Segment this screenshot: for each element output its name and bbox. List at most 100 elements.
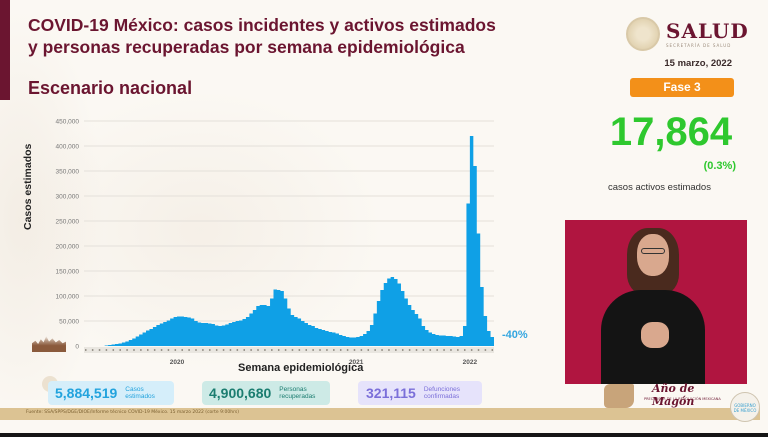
stat-value: 5,884,519 — [55, 385, 118, 401]
y-tick-label: 50,000 — [59, 319, 79, 326]
week-tick — [443, 349, 445, 351]
week-tick — [333, 349, 335, 351]
week-tick — [429, 349, 432, 351]
week-tick — [147, 349, 149, 351]
y-tick-label: 450,000 — [56, 119, 80, 126]
year-label: 2020 — [170, 359, 185, 366]
title-line-1: COVID-19 México: casos incidentes y acti… — [28, 15, 496, 35]
stat-label: Personas recuperadas — [279, 386, 316, 400]
week-tick — [415, 349, 418, 351]
week-tick — [277, 349, 280, 351]
logo-subtitle: SECRETARÍA DE SALUD — [666, 42, 732, 48]
week-tick — [209, 349, 211, 351]
y-tick-label: 0 — [75, 344, 79, 351]
stat-casos-estimados: 5,884,519 Casos estimados — [48, 381, 174, 405]
week-tick — [98, 349, 101, 351]
week-tick — [367, 349, 370, 351]
salud-logo: SALUD SECRETARÍA DE SALUD — [626, 17, 749, 51]
active-cases-percent: (0.3%) — [703, 160, 736, 172]
interpreter-face — [637, 234, 669, 276]
week-tick — [450, 349, 452, 351]
week-tick — [298, 349, 301, 351]
week-tick — [188, 349, 190, 351]
week-tick — [91, 349, 94, 351]
phase-badge: Fase 3 — [630, 78, 734, 97]
magon-title: Año de Magón — [652, 382, 695, 408]
y-tick-label: 400,000 — [56, 144, 80, 151]
week-tick — [470, 349, 473, 351]
week-tick — [181, 349, 183, 351]
active-cases-label: casos activos estimados — [608, 182, 711, 193]
week-tick — [401, 349, 404, 351]
week-tick — [436, 349, 438, 351]
sign-language-interpreter-video — [565, 220, 747, 384]
y-tick-label: 100,000 — [56, 294, 80, 301]
week-tick — [395, 349, 397, 351]
cases-bars — [84, 136, 494, 346]
stat-defunciones-confirmadas: 321,115 Defunciones confirmadas — [358, 381, 482, 405]
stat-label: Defunciones confirmadas — [423, 386, 460, 400]
week-tick — [305, 349, 308, 351]
week-tick — [236, 349, 239, 351]
week-tick — [484, 349, 487, 351]
bottom-edge — [0, 433, 768, 437]
week-tick — [284, 349, 287, 351]
week-tick — [202, 349, 204, 351]
week-tick — [422, 349, 425, 351]
week-tick — [126, 349, 128, 351]
week-tick — [491, 349, 494, 351]
magon-portrait-icon — [604, 384, 634, 408]
week-tick — [222, 349, 225, 351]
stat-value: 4,900,680 — [209, 385, 272, 401]
week-tick — [319, 349, 321, 351]
gobierno-mexico-seal: GOBIERNO DE MÉXICO — [730, 392, 760, 422]
y-tick-label: 200,000 — [56, 244, 80, 251]
week-tick — [140, 349, 142, 351]
week-tick — [257, 349, 259, 351]
week-tick — [463, 349, 466, 351]
week-tick — [291, 349, 294, 351]
week-tick — [271, 349, 273, 351]
week-tick — [215, 349, 218, 351]
x-axis-label: Semana epidemiológica — [238, 362, 364, 374]
active-cases-value: 17,864 — [609, 110, 733, 154]
y-tick-label: 250,000 — [56, 219, 80, 226]
page-title: COVID-19 México: casos incidentes y acti… — [28, 14, 588, 58]
week-tick — [264, 349, 266, 351]
week-tick — [105, 349, 108, 351]
week-tick — [85, 349, 87, 351]
y-tick-label: 150,000 — [56, 269, 80, 276]
change-percent: -40% — [502, 329, 528, 341]
week-tick-strip — [84, 347, 494, 353]
title-line-2: y personas recuperadas por semana epidem… — [28, 37, 465, 57]
week-tick — [133, 349, 135, 351]
interpreter-hands — [641, 322, 669, 348]
brand-side-bar — [0, 0, 10, 100]
week-tick — [112, 349, 115, 351]
report-date: 15 marzo, 2022 — [664, 58, 732, 69]
national-seal-icon — [626, 17, 660, 51]
week-tick — [312, 349, 314, 351]
stat-personas-recuperadas: 4,900,680 Personas recuperadas — [202, 381, 330, 405]
week-tick — [388, 349, 390, 351]
week-tick — [153, 349, 156, 351]
week-tick — [374, 349, 376, 351]
week-tick — [243, 349, 245, 351]
week-tick — [195, 349, 197, 351]
week-tick — [346, 349, 349, 351]
week-tick — [229, 349, 232, 351]
week-tick — [360, 349, 363, 351]
week-tick — [250, 349, 252, 351]
page-subtitle: Escenario nacional — [28, 78, 193, 98]
y-tick-label: 350,000 — [56, 169, 80, 176]
magon-subtitle: PRECURSOR DE LA REVOLUCIÓN MEXICANA — [644, 397, 721, 401]
week-tick — [174, 349, 177, 351]
year-label: 2021 — [349, 359, 364, 366]
week-tick — [408, 349, 411, 351]
week-tick — [457, 349, 459, 351]
week-tick — [326, 349, 328, 351]
stat-value: 321,115 — [366, 385, 416, 401]
week-tick — [381, 349, 383, 351]
source-note: Fuente: SSA/SPPS/DGE/DIOE/Informe técnic… — [26, 410, 240, 415]
